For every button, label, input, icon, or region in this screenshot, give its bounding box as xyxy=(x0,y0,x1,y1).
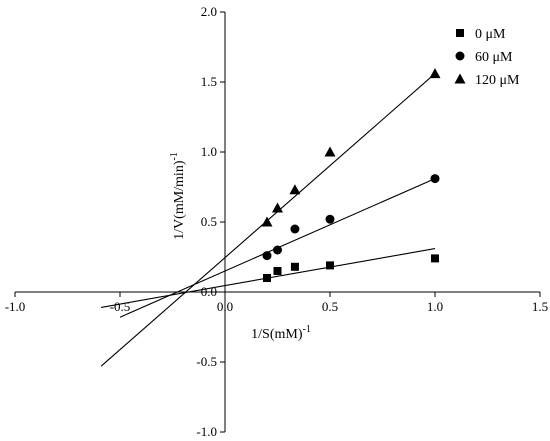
x-tick-label: 0.5 xyxy=(322,299,338,314)
y-tick-label: 0.5 xyxy=(201,214,217,229)
data-point-series-1 xyxy=(290,262,299,271)
y-axis-title: 1/V(mM/min)-1 xyxy=(169,152,187,240)
y-tick-label: 2.0 xyxy=(201,4,217,19)
data-point-series-2 xyxy=(262,251,272,261)
data-markers xyxy=(261,68,441,282)
data-point-series-3 xyxy=(289,184,301,195)
data-point-series-2 xyxy=(273,245,282,255)
legend-marker-series-2 xyxy=(455,51,465,61)
legend-label-series-1: 0 μM xyxy=(475,27,506,42)
x-tick-label: 0.0 xyxy=(217,299,233,314)
data-point-series-1 xyxy=(263,274,271,282)
legend-marker-series-1 xyxy=(456,29,464,37)
data-point-series-3 xyxy=(429,68,441,79)
legend-label-series-3: 120 μM xyxy=(475,73,520,88)
data-point-series-1 xyxy=(326,261,334,270)
data-point-series-2 xyxy=(290,224,300,234)
axis-titles: 1/S(mM)-1 1/V(mM/min)-1 xyxy=(169,152,311,342)
data-point-series-3 xyxy=(272,202,283,213)
y-tick-label: 1.5 xyxy=(201,74,217,89)
x-tick-label: 1.5 xyxy=(532,299,548,314)
y-tick-label: 1.0 xyxy=(201,144,217,159)
x-tick-label: 1.0 xyxy=(427,299,443,314)
x-axis-title: 1/S(mM)-1 xyxy=(251,324,311,342)
x-tick-label: -1.0 xyxy=(5,299,26,314)
data-point-series-1 xyxy=(273,267,282,275)
legend-marker-series-3 xyxy=(454,73,466,84)
data-point-series-3 xyxy=(324,146,336,157)
data-point-series-2 xyxy=(325,214,335,224)
data-point-series-3 xyxy=(261,216,273,227)
y-tick-label: -1.0 xyxy=(196,424,217,439)
axes xyxy=(14,11,541,433)
tick-labels: -1.0 -0.5 0.0 0.5 1.0 1.5 -1.0 -0.5 0.0 0.5 1.0 1.5… xyxy=(5,4,548,439)
legend: 0 μM 60 μM 120 μM xyxy=(454,27,520,88)
y-tick-label: -0.5 xyxy=(196,354,217,369)
x-tick-label: -0.5 xyxy=(110,299,131,314)
legend-label-series-2: 60 μM xyxy=(475,50,513,65)
y-tick-label: 0.0 xyxy=(201,284,217,299)
data-point-series-2 xyxy=(430,174,440,184)
data-point-series-1 xyxy=(431,254,439,263)
